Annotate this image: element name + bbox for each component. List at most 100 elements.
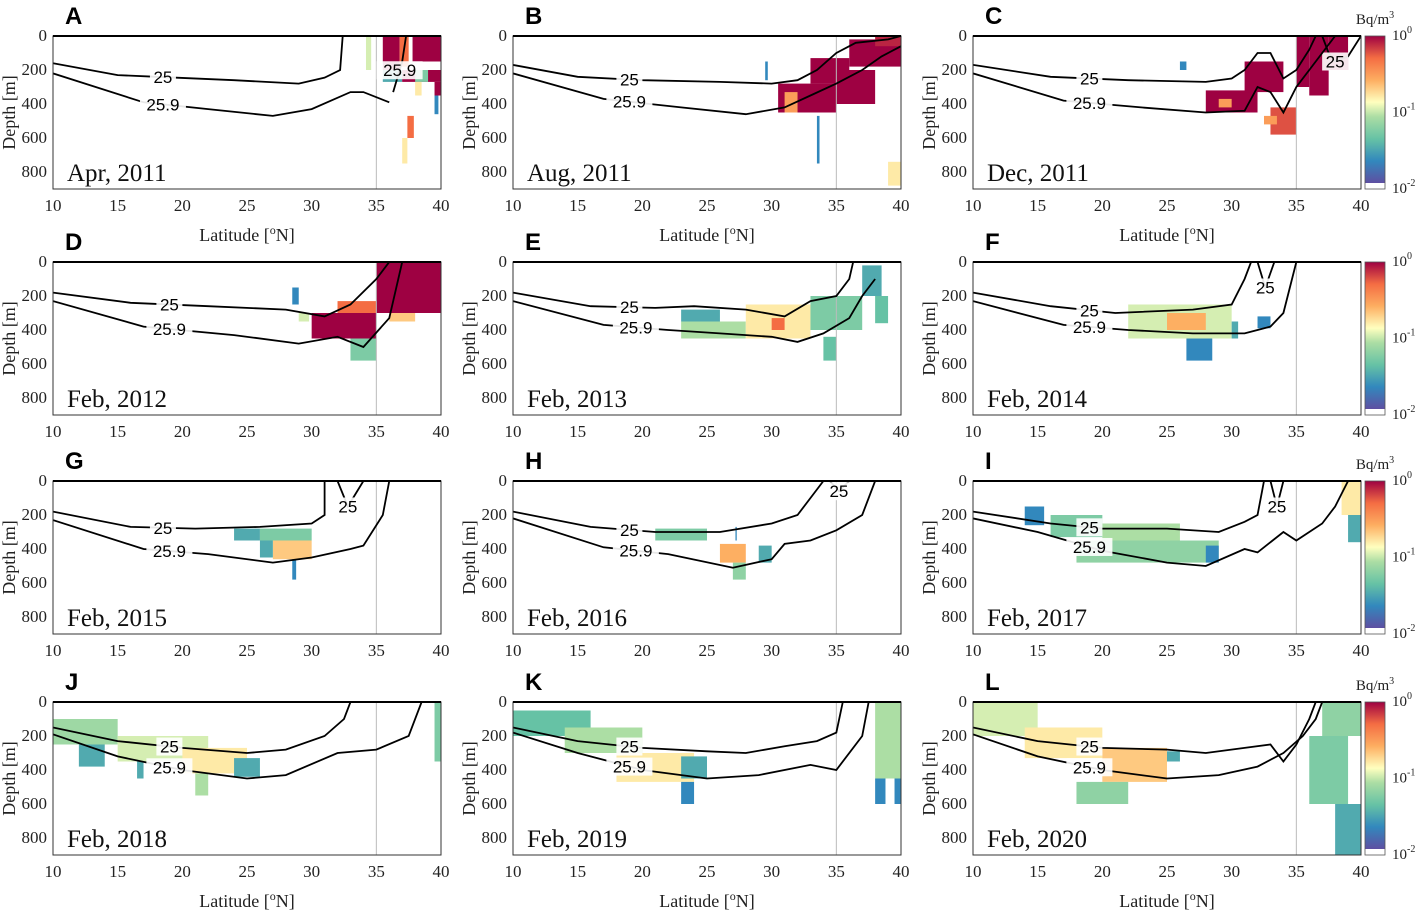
x-tick-label: 35 xyxy=(828,196,845,215)
contour-label: 25 xyxy=(1256,279,1275,298)
heatmap-cell xyxy=(337,301,377,313)
x-axis-title-text: Latitude [ xyxy=(199,225,269,245)
y-axis-title: Depth [m] xyxy=(0,301,19,375)
contour-label: 25.9 xyxy=(613,758,646,777)
tick-exp: -2 xyxy=(1407,844,1415,855)
heatmap-cell xyxy=(415,81,422,96)
x-tick-label: 20 xyxy=(1094,862,1111,881)
contour-label: 25 xyxy=(1267,498,1286,517)
y-axis-title: Depth [m] xyxy=(0,520,19,594)
heatmap-cell xyxy=(681,309,720,322)
tick-base: 10 xyxy=(1392,407,1407,423)
x-tick-label: 35 xyxy=(1288,641,1305,660)
x-tick-label: 35 xyxy=(368,196,385,215)
x-tick-label: 35 xyxy=(1288,422,1305,441)
contour-label: 25 xyxy=(338,498,357,517)
heatmap-cell xyxy=(407,115,414,138)
y-tick-label: 600 xyxy=(942,354,968,373)
x-tick-label: 30 xyxy=(763,641,780,660)
colorbar-tick-label: 10-2 xyxy=(1392,623,1415,642)
heatmap-cell xyxy=(875,36,901,47)
contour-label-bg xyxy=(1263,497,1290,516)
contour-label: 25 xyxy=(153,519,172,538)
y-tick-label: 800 xyxy=(482,828,508,847)
contour-label-bg xyxy=(1066,93,1113,112)
x-tick-label: 40 xyxy=(433,422,450,441)
heatmap-cell xyxy=(412,36,441,62)
contour-label: 25 xyxy=(1080,518,1099,537)
heatmap-cell xyxy=(1179,61,1187,70)
x-tick-label: 40 xyxy=(433,196,450,215)
heatmap-cell xyxy=(1348,515,1361,543)
x-axis-title-unit: N] xyxy=(736,225,755,245)
x-axis-title: Latitude [oN] xyxy=(199,223,294,245)
x-tick-label: 30 xyxy=(303,196,320,215)
x-tick-label: 35 xyxy=(828,862,845,881)
plot-area: 25 25 25.9 xyxy=(973,36,1361,189)
y-tick-label: 200 xyxy=(942,60,968,79)
x-tick-label: 30 xyxy=(303,422,320,441)
x-tick-label: 15 xyxy=(1029,196,1046,215)
x-tick-label: 20 xyxy=(634,862,651,881)
x-tick-label: 10 xyxy=(965,641,982,660)
degree-sup: o xyxy=(270,889,276,903)
y-tick-label: 800 xyxy=(942,828,968,847)
y-tick-label: 600 xyxy=(482,794,508,813)
tick-exp: -2 xyxy=(1407,404,1415,415)
panel-date: Feb, 2019 xyxy=(527,826,627,853)
y-tick-label: 200 xyxy=(482,286,508,305)
y-tick-label: 0 xyxy=(959,692,968,711)
x-tick-label: 20 xyxy=(634,196,651,215)
contour-label-bg xyxy=(1322,52,1349,71)
y-tick-label: 800 xyxy=(942,162,968,181)
contour-line-25 xyxy=(53,36,344,85)
heatmap-cell xyxy=(771,318,785,330)
colorbar-frame xyxy=(1364,35,1386,190)
colorbar xyxy=(1365,702,1385,849)
contour-label: 25.9 xyxy=(1073,538,1106,557)
heatmap-cell xyxy=(888,161,901,186)
contour-label: 25.9 xyxy=(153,320,186,339)
tick-exp: 0 xyxy=(1407,691,1412,702)
colorbar-tick-label: 100 xyxy=(1392,691,1412,710)
unit-sup: 3 xyxy=(1389,10,1394,21)
colorbar-tick-label: 100 xyxy=(1392,470,1412,489)
unit-text: Bq/m xyxy=(1356,12,1390,28)
heatmap-cell xyxy=(816,115,820,164)
y-tick-label: 0 xyxy=(39,471,48,490)
panel-date: Dec, 2011 xyxy=(987,160,1089,187)
x-tick-label: 10 xyxy=(965,196,982,215)
x-axis-title: Latitude [oN] xyxy=(1119,889,1214,910)
x-tick-label: 35 xyxy=(828,641,845,660)
tick-exp: 0 xyxy=(1407,470,1412,481)
heatmap-cell xyxy=(234,528,260,541)
heatmap-cell xyxy=(389,313,416,322)
panel-date: Feb, 2020 xyxy=(987,826,1087,853)
tick-base: 10 xyxy=(1392,181,1407,197)
contour-label: 25.9 xyxy=(146,95,179,114)
y-axis-title: Depth [m] xyxy=(459,75,479,149)
x-tick-label: 40 xyxy=(1353,196,1370,215)
panel-date: Feb, 2017 xyxy=(987,605,1087,632)
y-tick-label: 400 xyxy=(22,320,48,339)
contour-label: 25 xyxy=(620,71,639,90)
y-tick-label: 600 xyxy=(22,354,48,373)
heatmap-cell xyxy=(875,702,901,779)
contour-label: 25 xyxy=(1080,70,1099,89)
contour-line-25 xyxy=(973,36,1317,83)
heatmap-cell xyxy=(434,702,441,762)
x-tick-label: 40 xyxy=(1353,641,1370,660)
contour-label-bg xyxy=(825,482,852,501)
x-tick-label: 35 xyxy=(1288,862,1305,881)
contour-label-bg xyxy=(1076,69,1103,88)
heatmap-cell xyxy=(402,138,408,164)
y-axis-title: Depth [m] xyxy=(919,75,939,149)
y-tick-label: 200 xyxy=(942,286,968,305)
heatmap-cell xyxy=(1167,751,1180,762)
heatmap-cell xyxy=(765,61,768,81)
heatmap-cell xyxy=(1218,98,1232,108)
